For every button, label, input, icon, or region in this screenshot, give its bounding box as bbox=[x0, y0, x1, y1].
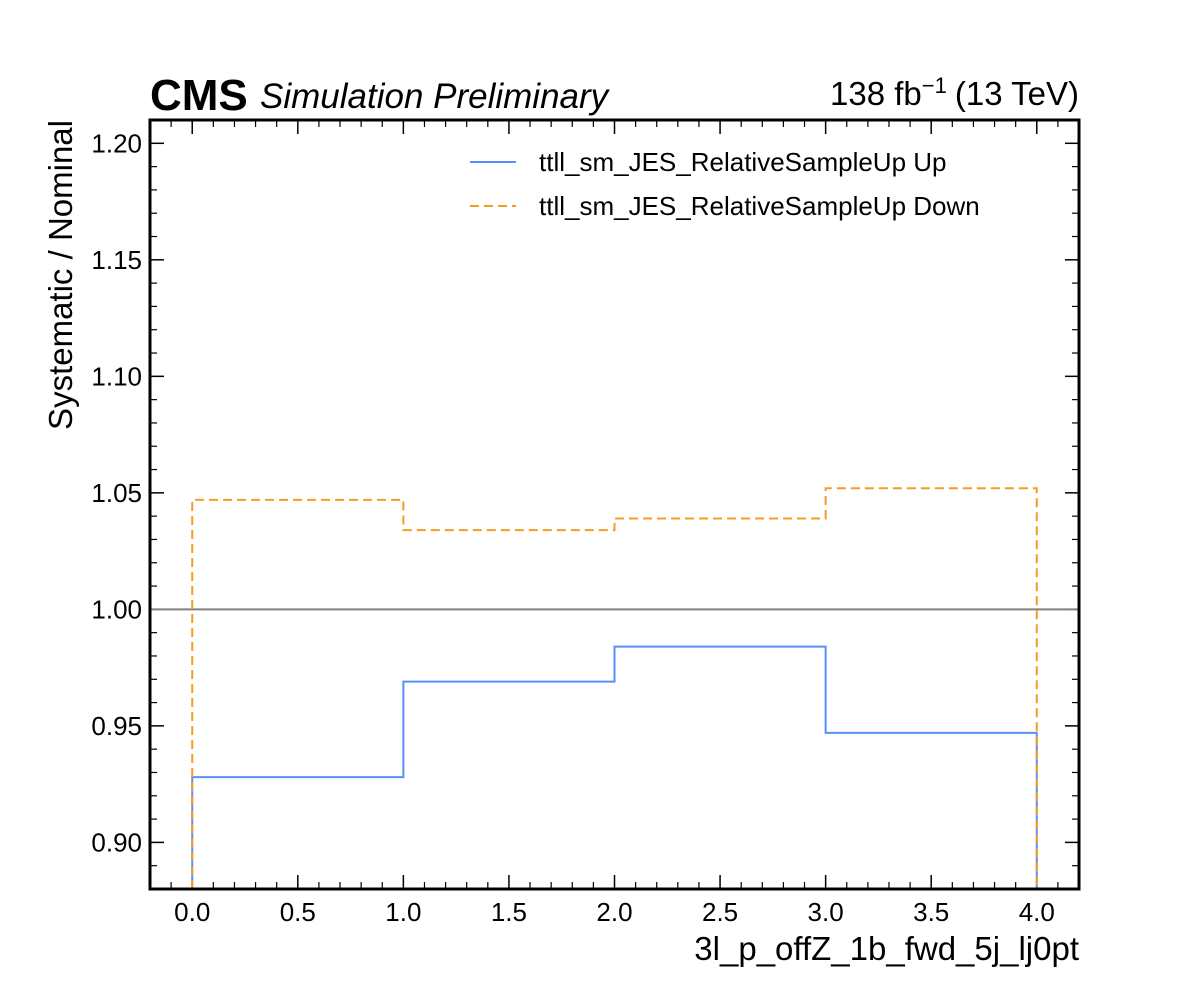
x-tick-label: 0.0 bbox=[174, 897, 210, 927]
y-tick-label: 1.15 bbox=[91, 245, 142, 275]
y-tick-label: 0.90 bbox=[91, 827, 142, 857]
lumi-value: 138 fb bbox=[830, 75, 922, 112]
x-axis-label: 3l_p_offZ_1b_fwd_5j_lj0pt bbox=[694, 930, 1079, 967]
x-tick-label: 0.5 bbox=[280, 897, 316, 927]
x-tick-label: 2.0 bbox=[596, 897, 632, 927]
lumi-exponent: −1 bbox=[922, 73, 947, 98]
y-tick-label: 0.95 bbox=[91, 711, 142, 741]
series-line-up bbox=[191, 645, 1038, 889]
x-tick-label: 2.5 bbox=[702, 897, 738, 927]
y-tick-label: 1.05 bbox=[91, 478, 142, 508]
axis-ticks: 0.0 0.5 1.0 1.5 2.0 2.5 3.0 3.5 4.0 0.90 0.95 1.00 1… bbox=[91, 120, 1080, 927]
cms-label: CMS bbox=[150, 71, 248, 120]
legend-entry: ttll_sm_JES_RelativeSampleUp Down bbox=[539, 191, 980, 221]
status-label: Simulation Preliminary bbox=[260, 77, 611, 116]
x-tick-label: 1.5 bbox=[491, 897, 527, 927]
y-tick-label: 1.10 bbox=[91, 361, 142, 391]
plot-frame bbox=[148, 118, 1081, 891]
y-tick-label: 1.20 bbox=[91, 128, 142, 158]
y-tick-label: 1.00 bbox=[91, 594, 142, 624]
x-tick-label: 1.0 bbox=[385, 897, 421, 927]
x-tick-label: 3.5 bbox=[913, 897, 949, 927]
x-tick-label: 4.0 bbox=[1019, 897, 1055, 927]
x-tick-label: 3.0 bbox=[808, 897, 844, 927]
y-axis-label: Systematic / Nominal bbox=[42, 120, 79, 430]
series-line-down bbox=[191, 487, 1038, 889]
legend: ttll_sm_JES_RelativeSampleUp Up ttll_sm_J… bbox=[470, 147, 980, 221]
legend-entry: ttll_sm_JES_RelativeSampleUp Up bbox=[539, 147, 947, 177]
lumi-label: 138 fb−1 (13 TeV) bbox=[830, 73, 1079, 113]
series-group bbox=[150, 487, 1079, 889]
energy-label: (13 TeV) bbox=[955, 75, 1079, 112]
